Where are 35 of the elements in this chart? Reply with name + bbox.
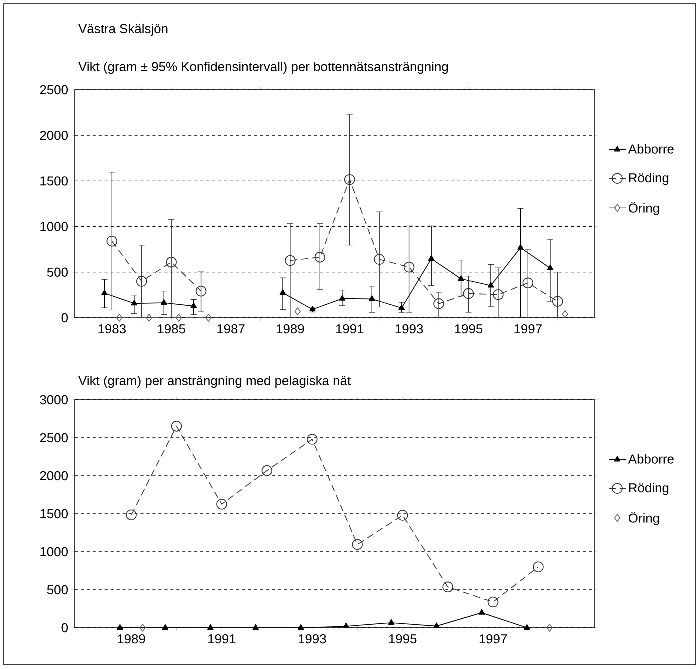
chart-subtitle: Vikt (gram ± 95% Konfidensintervall) per bottennätsansträngning xyxy=(78,62,448,74)
y-tick-label: 1500 xyxy=(40,509,68,519)
x-tick-label: 1995 xyxy=(389,634,417,644)
y-tick-label: 500 xyxy=(47,585,68,595)
y-tick-label: 0 xyxy=(62,623,68,633)
chart-title: Västra Skälsjön xyxy=(78,24,168,36)
y-tick-label: 2500 xyxy=(40,85,68,95)
legend-label: Öring xyxy=(629,512,660,526)
x-tick-label: 1989 xyxy=(118,634,146,644)
y-tick-label: 1000 xyxy=(40,547,68,557)
x-tick-label: 1987 xyxy=(218,324,245,334)
y-tick-label: 2000 xyxy=(40,471,68,481)
y-tick-label: 3000 xyxy=(40,395,68,405)
x-tick-label: 1997 xyxy=(480,634,508,644)
x-tick-label: 1991 xyxy=(208,634,236,644)
x-tick-label: 1997 xyxy=(514,324,542,334)
x-tick-label: 1995 xyxy=(455,324,483,334)
x-tick-label: 1989 xyxy=(277,324,304,334)
y-tick-label: 1000 xyxy=(40,222,68,232)
legend-label: Röding xyxy=(629,483,669,496)
legend-label: Röding xyxy=(629,173,669,186)
y-tick-label: 500 xyxy=(47,268,68,277)
x-tick-label: 1991 xyxy=(336,324,364,334)
y-tick-label: 2000 xyxy=(40,131,68,140)
legend-label: Öring xyxy=(629,202,660,216)
x-tick-label: 1993 xyxy=(298,634,326,644)
legend-label: Abborre xyxy=(628,454,674,464)
legend-label: Abborre xyxy=(628,144,674,154)
y-tick-label: 1500 xyxy=(40,176,68,186)
x-tick-label: 1993 xyxy=(396,324,424,334)
y-tick-label: 2500 xyxy=(40,433,68,443)
chart-title: Vikt (gram) per ansträngning med pelagiska nät xyxy=(78,376,351,388)
x-tick-label: 1985 xyxy=(158,324,186,334)
x-tick-label: 1983 xyxy=(98,324,126,334)
y-tick-label: 0 xyxy=(62,313,68,323)
